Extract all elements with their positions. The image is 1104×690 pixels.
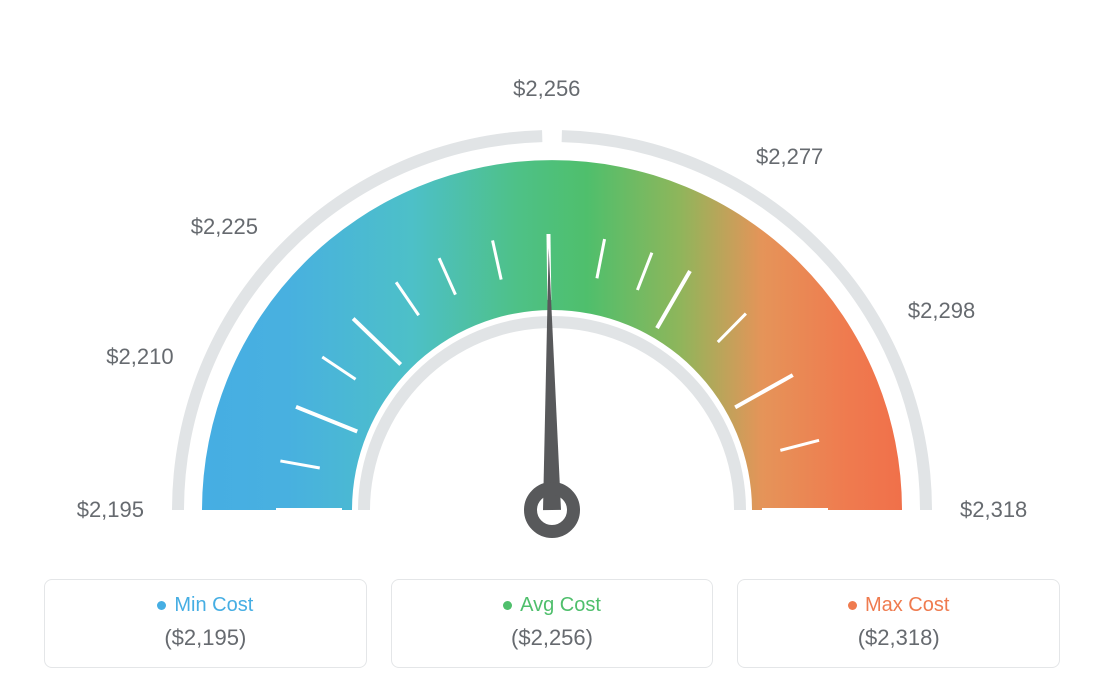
gauge-tick-label: $2,195 [77, 497, 144, 523]
legend-title-avg: Avg Cost [503, 594, 601, 617]
legend-title-avg-text: Avg Cost [520, 594, 601, 617]
gauge-tick-label: $2,256 [513, 76, 580, 102]
gauge-tick-label: $2,318 [960, 497, 1027, 523]
legend-value-max: ($2,318) [748, 625, 1049, 651]
legend-title-min-text: Min Cost [174, 594, 253, 617]
legend-dot-min [157, 601, 166, 610]
legend-value-avg: ($2,256) [402, 625, 703, 651]
legend-card-min: Min Cost ($2,195) [44, 579, 367, 668]
legend-dot-max [848, 601, 857, 610]
legend-dot-avg [503, 601, 512, 610]
legend-card-avg: Avg Cost ($2,256) [391, 579, 714, 668]
gauge-tick-label: $2,298 [908, 298, 975, 324]
legend-value-min: ($2,195) [55, 625, 356, 651]
legend-title-max: Max Cost [848, 594, 949, 617]
legend-card-max: Max Cost ($2,318) [737, 579, 1060, 668]
legend-title-max-text: Max Cost [865, 594, 949, 617]
gauge-area: $2,195 $2,210 $2,225 $2,256 $2,277 $2,298 $2,3… [0, 0, 1104, 540]
gauge-chart-container: $2,195 $2,210 $2,225 $2,256 $2,277 $2,298 $2,3… [0, 0, 1104, 690]
gauge-tick-label: $2,225 [191, 214, 258, 240]
legend-row: Min Cost ($2,195) Avg Cost ($2,256) Max … [0, 579, 1104, 668]
gauge-tick-label: $2,210 [106, 344, 173, 370]
gauge-tick-label: $2,277 [756, 144, 823, 170]
legend-title-min: Min Cost [157, 594, 253, 617]
